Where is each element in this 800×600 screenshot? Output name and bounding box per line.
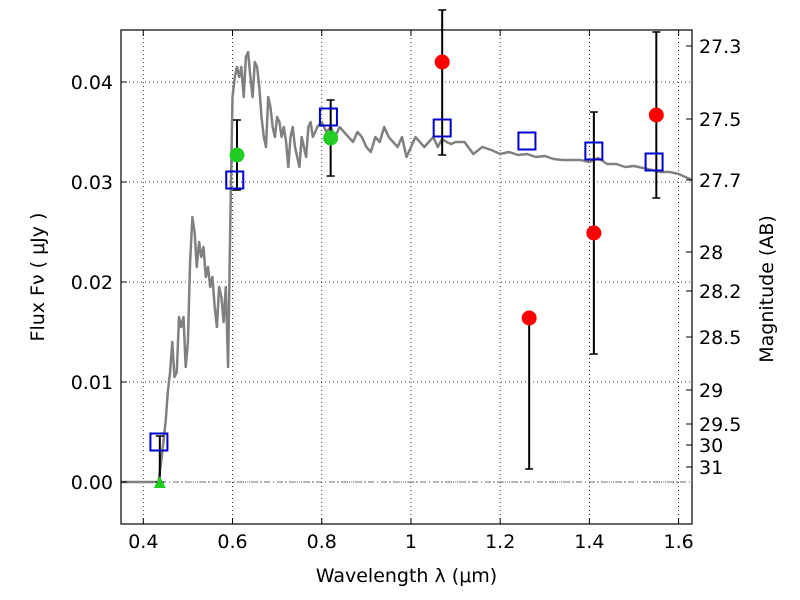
mag-tick-label: 27.5 <box>699 109 741 131</box>
model-square <box>149 432 169 452</box>
mag-tick-label: 27.3 <box>699 36 741 58</box>
plot-frame <box>120 29 693 525</box>
x-tick-label: 0.4 <box>128 531 158 553</box>
data-markers <box>149 54 664 488</box>
template-spectrum <box>121 50 693 484</box>
red-point <box>586 225 602 241</box>
model-square <box>644 152 664 172</box>
red-point <box>648 107 664 123</box>
mag-tick-label: 29 <box>699 380 723 402</box>
mag-tick-label: 28.5 <box>699 327 741 349</box>
axis-ticks: 0.4 0.6 0.8 1 1.2 1.4 1.6 0.00 0.01 0.02 0.03 0.04 2… <box>71 30 741 553</box>
x-tick-label: 1 <box>405 531 417 553</box>
red-point <box>521 310 537 326</box>
y-axis-title: Flux Fν ( μJy ) <box>27 213 49 342</box>
red-point <box>434 54 450 70</box>
x-tick-label: 1.4 <box>574 531 604 553</box>
mag-tick-label: 28.2 <box>699 281 741 303</box>
x-tick-label: 0.8 <box>307 531 337 553</box>
model-square <box>318 107 338 127</box>
x-tick-label: 1.2 <box>485 531 515 553</box>
upper-limit-triangle <box>153 476 166 488</box>
model-square <box>225 170 245 190</box>
y-tick-label: 0.00 <box>71 472 113 494</box>
mag-tick-label: 30 <box>699 435 723 457</box>
x-tick-label: 1.6 <box>664 531 694 553</box>
y-tick-label: 0.01 <box>71 372 113 394</box>
y-tick-label: 0.02 <box>71 272 113 294</box>
y-tick-label: 0.04 <box>71 72 113 94</box>
mag-tick-label: 27.7 <box>699 170 741 192</box>
x-tick-label: 0.6 <box>217 531 247 553</box>
error-bars <box>155 9 661 483</box>
mag-tick-label: 29.5 <box>699 414 741 436</box>
spectrum-line <box>121 50 693 484</box>
y-axis-right-title: Magnitude (AB) <box>756 215 778 363</box>
model-square <box>584 141 604 161</box>
model-square <box>432 118 452 138</box>
x-axis-title: Wavelength λ (μm) <box>316 565 497 587</box>
mag-tick-label: 28 <box>699 242 723 264</box>
mag-tick-label: 31 <box>699 457 723 479</box>
y-tick-label: 0.03 <box>71 172 113 194</box>
green-point <box>323 130 339 146</box>
model-square <box>517 131 537 151</box>
green-point <box>229 147 245 163</box>
